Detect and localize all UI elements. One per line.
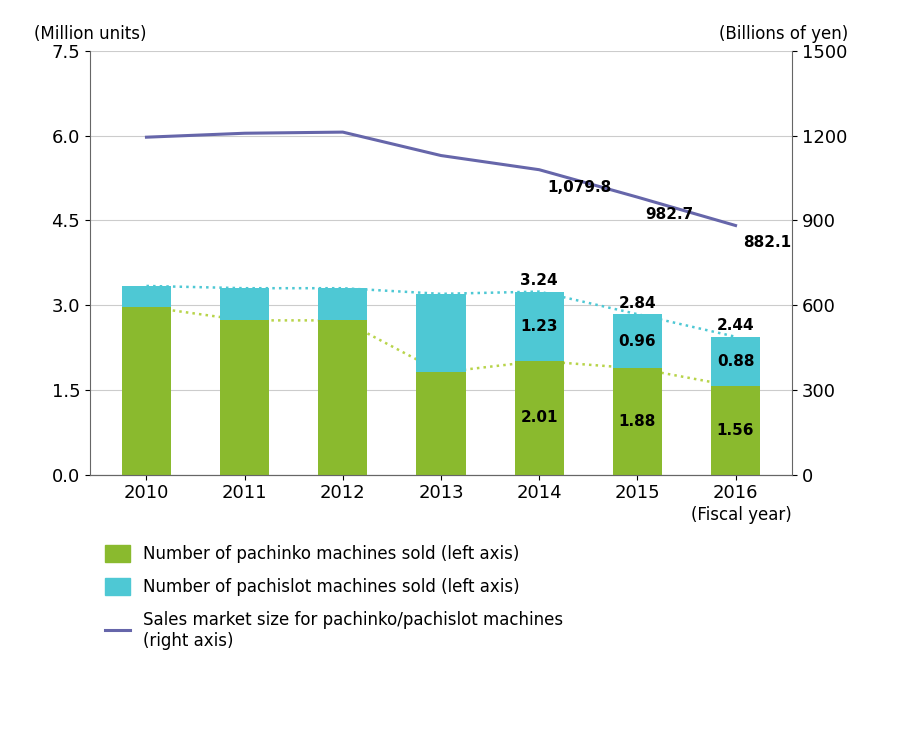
Text: (Million units): (Million units) [34,25,147,42]
Bar [515,361,563,475]
Text: (Billions of yen): (Billions of yen) [719,25,848,42]
Bar [220,288,269,320]
Text: 982.7: 982.7 [645,207,694,222]
Text: 1.56: 1.56 [716,423,754,438]
Text: 2.01: 2.01 [520,410,558,426]
Bar [122,307,171,474]
Text: 2.84: 2.84 [618,296,656,311]
Bar [613,314,662,369]
Bar [515,291,563,361]
Bar [613,369,662,474]
Text: 1.23: 1.23 [520,319,558,334]
Bar [417,372,465,474]
Text: 0.96: 0.96 [618,334,656,349]
Text: 1.88: 1.88 [618,414,656,429]
Text: 1,079.8: 1,079.8 [547,180,611,195]
Bar [711,386,760,474]
Text: 0.88: 0.88 [716,354,754,369]
Bar [122,286,171,307]
Text: 3.24: 3.24 [520,273,558,288]
Bar [319,320,367,474]
Legend: Number of pachinko machines sold (left axis), Number of pachislot machines sold : Number of pachinko machines sold (left a… [98,538,570,656]
Bar [319,288,367,320]
Bar [711,337,760,386]
Bar [417,294,465,372]
Bar [220,320,269,474]
Text: 882.1: 882.1 [743,235,791,250]
Text: 2.44: 2.44 [716,318,754,334]
Text: (Fiscal year): (Fiscal year) [691,507,792,524]
